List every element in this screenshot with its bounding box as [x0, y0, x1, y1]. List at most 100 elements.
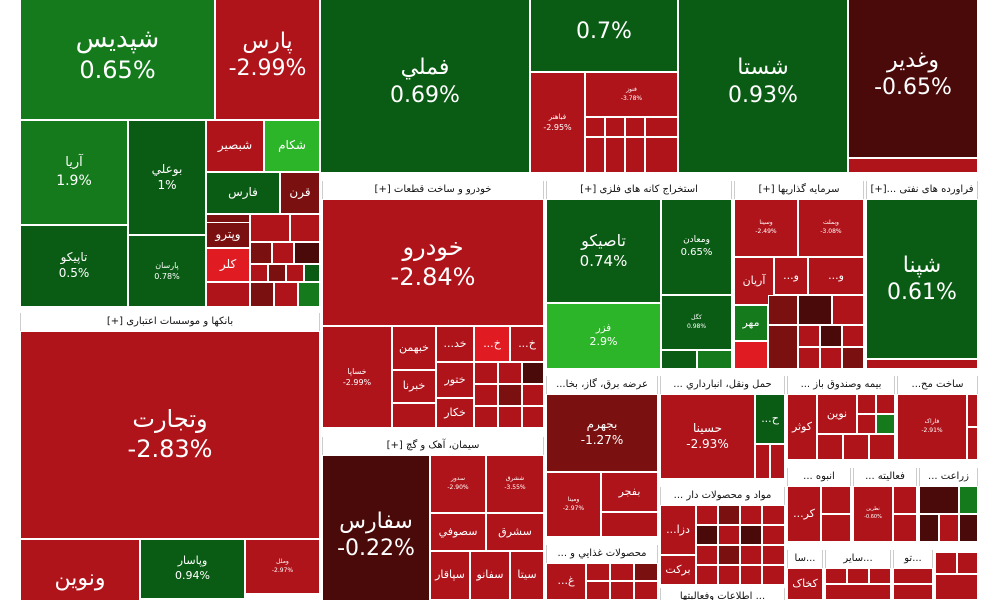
tile-small-35[interactable]	[697, 350, 732, 369]
tile-small-23[interactable]	[848, 158, 978, 173]
tile-small-5[interactable]	[272, 242, 294, 264]
tile-sharq[interactable]: ششرق -3.55%	[486, 455, 544, 513]
tile-shepna[interactable]: شپنا 0.61%	[866, 199, 978, 359]
tile-sofi[interactable]: سصوفي	[430, 513, 486, 551]
tile-small-97[interactable]	[935, 552, 957, 574]
tile-top-mid[interactable]: 0.7%	[530, 0, 678, 72]
tile-small-52[interactable]	[586, 581, 610, 600]
tile-vtejarat[interactable]: وتجارت -2.83%	[20, 331, 320, 539]
tile-hkh[interactable]: ...ح	[755, 394, 785, 444]
sector-header-food[interactable]: محصولات غذايي و ...	[546, 545, 658, 563]
tile-sshargh[interactable]: سشرق	[486, 513, 544, 551]
tile-kr[interactable]: ...کر	[787, 486, 821, 542]
tile-small-95[interactable]	[893, 568, 933, 584]
tile-small-54[interactable]	[634, 581, 658, 600]
sector-header-misc3[interactable]: ...سایر	[825, 550, 891, 568]
tile-small-58[interactable]	[718, 505, 740, 525]
tile-small-65[interactable]	[696, 545, 718, 565]
sector-header-mass[interactable]: انبوه ...	[787, 468, 851, 486]
tile-small-15[interactable]	[585, 117, 605, 137]
tile-kegol[interactable]: کگل 0.98%	[661, 295, 732, 350]
sector-header-insurance[interactable]: بیمه وصندوق باز ...	[787, 376, 895, 394]
sector-header-transport[interactable]: حمل ونقل، انبارداري ...	[660, 376, 785, 394]
tile-qarn[interactable]: قرن	[280, 172, 320, 214]
tile-nekhs[interactable]: نطرين -0.60%	[853, 486, 893, 542]
tile-small-11[interactable]	[206, 282, 250, 307]
tile-shapdis[interactable]: شپدیس 0.65%	[20, 0, 215, 120]
tile-shasta[interactable]: شستا 0.93%	[678, 0, 848, 173]
tile-small-57[interactable]	[696, 505, 718, 525]
tile-small-32[interactable]	[498, 406, 522, 428]
tile-small-94[interactable]	[825, 584, 891, 600]
tile-vo1[interactable]: ...و	[774, 257, 808, 295]
tile-small-21[interactable]	[625, 137, 645, 173]
tile-small-12[interactable]	[250, 282, 274, 307]
tile-small-67[interactable]	[740, 545, 762, 565]
tile-small-20[interactable]	[605, 137, 625, 173]
tile-sita[interactable]: سيتا	[510, 551, 544, 600]
tile-khar[interactable]: ...خ	[474, 326, 510, 362]
tile-small-68[interactable]	[762, 545, 785, 565]
tile-small-60[interactable]	[762, 505, 785, 525]
tile-small-49[interactable]	[586, 563, 610, 581]
tile-tapiko2[interactable]: تاصیکو 0.74%	[546, 199, 661, 303]
tile-small-50[interactable]	[610, 563, 634, 581]
tile-small-71[interactable]	[740, 565, 762, 585]
sector-header-construction[interactable]: ساخت مح...	[897, 376, 978, 394]
tile-small-6[interactable]	[294, 242, 320, 264]
sector-header-cement[interactable]: سیمان، آهک و گچ [+]	[322, 437, 544, 455]
tile-vamal[interactable]: وملل -2.97%	[245, 539, 320, 594]
tile-fars[interactable]: فارس	[206, 172, 280, 214]
tile-small-37[interactable]	[768, 295, 798, 325]
tile-small-63[interactable]	[740, 525, 762, 545]
sector-header-utilities[interactable]: عرضه برق، گاز، بخا...	[546, 376, 658, 394]
tile-small-13[interactable]	[274, 282, 298, 307]
tile-shekam[interactable]: شکام	[264, 120, 320, 172]
tile-khkar[interactable]: خکار	[436, 398, 474, 428]
tile-small-31[interactable]	[474, 406, 498, 428]
tile-small-72[interactable]	[762, 565, 785, 585]
tile-small-28[interactable]	[474, 384, 498, 406]
tile-small-79[interactable]	[869, 434, 895, 460]
tile-small-61[interactable]	[696, 525, 718, 545]
tile-small-30[interactable]	[522, 384, 544, 406]
tile-small-46[interactable]	[842, 347, 864, 369]
tile-small-88[interactable]	[919, 514, 939, 542]
tile-small-93[interactable]	[869, 568, 891, 584]
tile-small-40[interactable]	[768, 325, 798, 369]
tile-small-51[interactable]	[634, 563, 658, 581]
tile-shabsir[interactable]: شبصير	[206, 120, 264, 172]
sector-header-auto[interactable]: خودرو و ساخت قطعات [+]	[322, 181, 544, 199]
tile-khtor[interactable]: ختور	[436, 362, 474, 398]
tile-sefars[interactable]: سفارس -0.22%	[322, 455, 430, 600]
tile-small-29[interactable]	[498, 384, 522, 406]
tile-small-33[interactable]	[522, 406, 544, 428]
tile-small-48[interactable]	[601, 512, 658, 537]
sector-header-metals[interactable]: استخراج کانه های فلزی [+]	[546, 181, 732, 199]
tile-khodro[interactable]: خودرو -2.84%	[322, 199, 544, 326]
tile-barkat[interactable]: برکت	[660, 555, 696, 585]
tile-small-36[interactable]	[734, 341, 768, 369]
tile-small-53[interactable]	[610, 581, 634, 600]
tile-small-38[interactable]	[798, 295, 832, 325]
tile-small-39[interactable]	[832, 295, 864, 325]
tile-gh[interactable]: ...غ	[546, 563, 586, 600]
tile-small-69[interactable]	[696, 565, 718, 585]
tile-small-84[interactable]	[893, 486, 917, 514]
tile-bjahrom[interactable]: بجهرم -1.27%	[546, 394, 658, 472]
tile-small-83[interactable]	[821, 514, 851, 542]
tile-novin2[interactable]: نوين	[817, 394, 857, 434]
tile-small-43[interactable]	[842, 325, 864, 347]
tile-small-73[interactable]	[857, 394, 876, 414]
tile-fameli[interactable]: فملي 0.69%	[320, 0, 530, 173]
tile-small-91[interactable]	[825, 568, 847, 584]
tile-small-56[interactable]	[770, 444, 785, 479]
tile-farak[interactable]: فاراک -2.91%	[897, 394, 967, 460]
tile-kekha[interactable]: کخاک	[787, 568, 823, 600]
sector-header-activities[interactable]: فعالیته ...	[853, 468, 917, 486]
tile-small-27[interactable]	[522, 362, 544, 384]
tile-boali[interactable]: بوعلي 1%	[128, 120, 206, 235]
tile-small-8[interactable]	[268, 264, 286, 282]
tile-small-70[interactable]	[718, 565, 740, 585]
sector-header-investment[interactable]: سرمایه گذاریها [+]	[734, 181, 864, 199]
